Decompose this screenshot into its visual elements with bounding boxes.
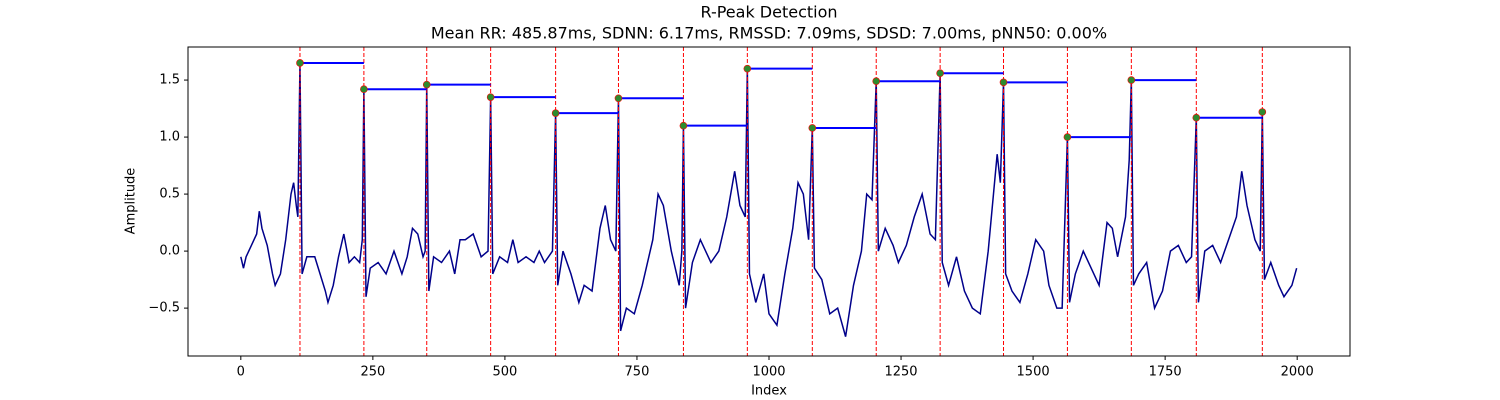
r-peak [1127, 76, 1136, 84]
x-tick-label: 500 [492, 365, 517, 380]
x-axis-label: Index [751, 384, 787, 399]
r-peak [551, 109, 560, 117]
x-tick-label: 1750 [1149, 365, 1182, 380]
x-tick-label: 250 [360, 365, 385, 380]
plot-frame [187, 46, 1351, 357]
r-peak [1258, 108, 1267, 116]
y-tick-label: −0.5 [148, 301, 180, 316]
x-tick-label: 0 [237, 365, 245, 380]
y-axis-label: Amplitude [124, 168, 139, 235]
y-tick-label: 1.5 [159, 73, 180, 88]
r-peak [999, 78, 1008, 87]
signal-line [240, 62, 1298, 337]
r-peak [360, 85, 368, 93]
r-peak [743, 64, 752, 73]
r-peak [614, 94, 623, 103]
x-tick-label: 1000 [752, 365, 785, 380]
y-tick-label: 0.0 [159, 244, 180, 259]
r-peak [422, 80, 431, 89]
x-tick-label: 1250 [884, 365, 917, 380]
x-tick-label: 1500 [1017, 365, 1050, 380]
r-peak [296, 59, 304, 67]
r-peak [486, 93, 495, 101]
r-peak [1192, 113, 1201, 122]
r-peak [1063, 133, 1072, 141]
x-tick-label: 2000 [1281, 365, 1314, 380]
r-peak [936, 69, 944, 78]
r-peak [808, 124, 817, 132]
chart-subtitle: Mean RR: 485.87ms, SDNN: 6.17ms, RMSSD: … [431, 24, 1107, 43]
y-tick-label: 1.0 [159, 130, 180, 145]
chart-title: R-Peak Detection [700, 3, 837, 22]
y-tick-label: 0.5 [159, 187, 180, 202]
r-peak [679, 121, 688, 130]
r-peak [872, 77, 881, 86]
x-tick-label: 750 [625, 365, 650, 380]
